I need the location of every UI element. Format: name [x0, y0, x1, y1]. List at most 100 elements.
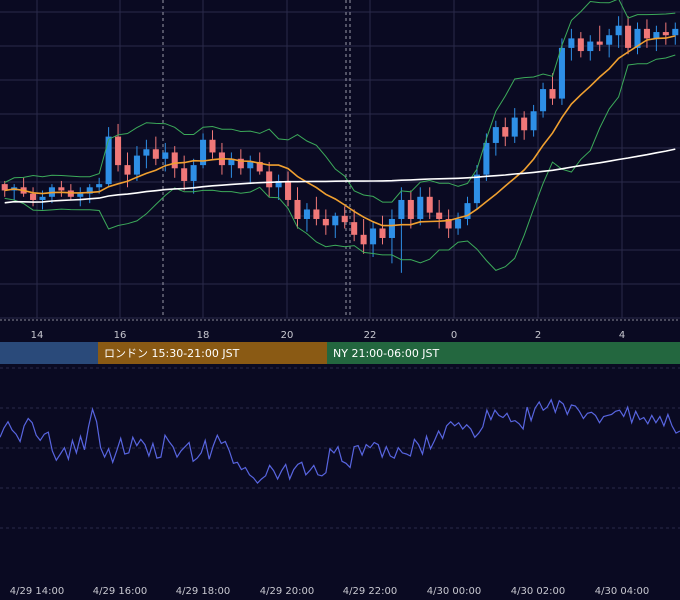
session-block: [0, 342, 98, 364]
candle-body[interactable]: [662, 32, 669, 36]
time-tick-label: 4/29 14:00: [10, 586, 64, 597]
candle-body[interactable]: [105, 136, 112, 185]
candle-body[interactable]: [625, 25, 632, 48]
candle-body[interactable]: [549, 89, 556, 99]
time-tick-label: 4/30 02:00: [511, 586, 565, 597]
candle-body[interactable]: [558, 47, 565, 99]
candle-body[interactable]: [530, 111, 537, 131]
candle-body[interactable]: [653, 32, 660, 39]
candle-body[interactable]: [209, 139, 216, 153]
candle-body[interactable]: [426, 196, 433, 213]
candle-body[interactable]: [596, 41, 603, 45]
oscillator-panel-grid: [0, 367, 680, 529]
candle-body[interactable]: [247, 161, 254, 169]
candle-body[interactable]: [285, 180, 292, 200]
candle-body[interactable]: [379, 228, 386, 238]
candle-body[interactable]: [360, 234, 367, 245]
candle-body[interactable]: [521, 117, 528, 131]
candle-body[interactable]: [115, 136, 122, 166]
candle-body[interactable]: [67, 190, 74, 197]
x-tick-label: 20: [281, 330, 294, 341]
candle-body[interactable]: [455, 218, 462, 229]
candle-body[interactable]: [237, 158, 244, 169]
candle-body[interactable]: [492, 127, 499, 143]
candle-body[interactable]: [511, 117, 518, 137]
time-tick-label: 4/29 16:00: [93, 586, 147, 597]
candle-body[interactable]: [436, 212, 443, 219]
candle-body[interactable]: [332, 215, 339, 226]
candle-body[interactable]: [256, 161, 263, 172]
candle-body[interactable]: [634, 28, 641, 48]
moving-average-long: [4, 148, 676, 204]
session-label: ロンドン 15:30-21:00 JST: [104, 347, 240, 360]
candle-body[interactable]: [58, 187, 65, 191]
candle-body[interactable]: [322, 218, 329, 226]
candle-body[interactable]: [445, 218, 452, 229]
candle-body[interactable]: [266, 171, 273, 188]
time-tick-label: 4/30 04:00: [595, 586, 649, 597]
candle-body[interactable]: [370, 228, 377, 245]
candle-body[interactable]: [39, 196, 46, 200]
candle-body[interactable]: [275, 180, 282, 188]
session-bar: ロンドン 15:30-21:00 JST NY 21:00-06:00 JST: [0, 342, 680, 364]
time-tick-label: 4/30 00:00: [427, 586, 481, 597]
candle-body[interactable]: [133, 155, 140, 175]
candle-body[interactable]: [587, 41, 594, 52]
candle-body[interactable]: [162, 152, 169, 159]
candle-body[interactable]: [407, 199, 414, 219]
candle-body[interactable]: [303, 209, 310, 219]
time-tick-label: 4/29 18:00: [176, 586, 230, 597]
candle-body[interactable]: [672, 28, 679, 36]
candle-body[interactable]: [417, 196, 424, 219]
candle-body[interactable]: [606, 35, 613, 45]
moving-averages: [4, 35, 676, 227]
candle-body[interactable]: [190, 165, 197, 181]
candle-body[interactable]: [502, 127, 509, 137]
candle-body[interactable]: [181, 168, 188, 181]
moving-average-short: [4, 35, 676, 227]
bollinger-lower: [4, 54, 676, 271]
session-block: [327, 342, 680, 364]
candle-body[interactable]: [643, 28, 650, 39]
x-tick-label: 14: [31, 330, 44, 341]
candle-body[interactable]: [228, 158, 235, 166]
candle-body[interactable]: [313, 209, 320, 219]
oscillator-series[interactable]: [0, 398, 680, 485]
x-tick-label: 2: [535, 330, 541, 341]
x-tick-label: 18: [197, 330, 210, 341]
candle-body[interactable]: [398, 199, 405, 219]
candle-body[interactable]: [294, 199, 301, 219]
candle-body[interactable]: [1, 184, 8, 191]
candle-body[interactable]: [464, 203, 471, 219]
candle-body[interactable]: [30, 193, 37, 200]
candle-body[interactable]: [568, 38, 575, 48]
candle-body[interactable]: [77, 193, 84, 197]
candle-body[interactable]: [341, 215, 348, 223]
candle-body[interactable]: [388, 218, 395, 238]
candle-body[interactable]: [96, 184, 103, 188]
candle-body[interactable]: [124, 165, 131, 175]
x-tick-label: 22: [364, 330, 377, 341]
time-x-axis: 4/29 14:00 4/29 16:00 4/29 18:00 4/29 20:00…: [10, 586, 649, 597]
x-tick-label: 0: [451, 330, 457, 341]
bollinger-upper: [4, 0, 676, 203]
x-tick-label: 16: [114, 330, 127, 341]
time-tick-label: 4/29 20:00: [260, 586, 314, 597]
bollinger-bands: [4, 0, 676, 271]
x-tick-label: 4: [619, 330, 625, 341]
time-tick-label: 4/29 22:00: [343, 586, 397, 597]
candle-body[interactable]: [200, 139, 207, 166]
candle-body[interactable]: [473, 174, 480, 204]
candle-body[interactable]: [577, 38, 584, 52]
candle-body[interactable]: [143, 149, 150, 156]
candle-body[interactable]: [152, 149, 159, 159]
candle-body[interactable]: [615, 25, 622, 36]
candle-body[interactable]: [483, 142, 490, 175]
candle-body[interactable]: [351, 222, 358, 235]
session-label: NY 21:00-06:00 JST: [333, 347, 440, 360]
oscillator-line[interactable]: [0, 398, 680, 485]
candle-body[interactable]: [171, 152, 178, 169]
candle-body[interactable]: [540, 89, 547, 112]
candlestick-series[interactable]: [1, 16, 679, 273]
candle-body[interactable]: [86, 187, 93, 194]
